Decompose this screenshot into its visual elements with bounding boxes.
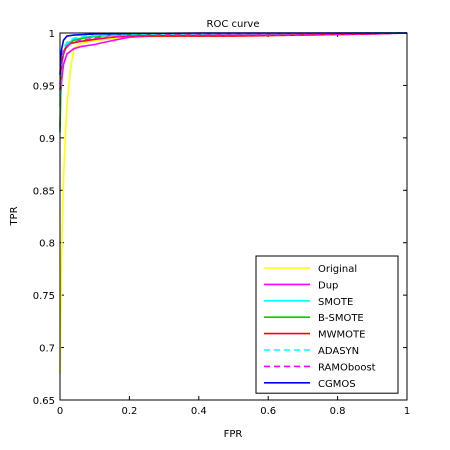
x-tick-label: 0.6 — [260, 406, 276, 417]
legend-label: CGMOS — [318, 379, 356, 390]
y-tick-label: 0.65 — [33, 396, 55, 407]
legend-label: Dup — [318, 280, 338, 291]
legend-label: SMOTE — [318, 297, 353, 308]
x-tick-label: 0.2 — [121, 406, 137, 417]
legend: Original Dup SMOTE B-SMOTE MWMOTE ADASYN RAMOb… — [255, 255, 399, 394]
legend-label: Original — [318, 264, 357, 275]
y-axis-label: TPR — [9, 206, 20, 226]
legend-label: B-SMOTE — [318, 313, 364, 324]
series-line-ramoboost — [59, 32, 408, 86]
chart-title: ROC curve — [207, 19, 260, 30]
x-axis-label: FPR — [224, 429, 243, 440]
x-tick-label: 0 — [57, 406, 63, 417]
x-tick-label: 0.8 — [330, 406, 346, 417]
y-tick-label: 0.8 — [39, 239, 55, 250]
y-tick-label: 0.75 — [33, 291, 55, 302]
y-tick-label: 0.95 — [33, 81, 55, 92]
legend-label: MWMOTE — [318, 330, 365, 341]
x-tick-label: 0.4 — [191, 406, 207, 417]
y-tick-label: 0.7 — [39, 344, 55, 355]
series-layer — [59, 32, 408, 374]
y-tick-label: 0.9 — [39, 134, 55, 145]
x-tick-label: 1 — [404, 406, 410, 417]
y-axis-ticks: 0.65 0.7 0.75 0.8 0.85 0.9 0.95 1 — [33, 29, 407, 407]
legend-label: ADASYN — [318, 346, 359, 357]
y-tick-label: 0.85 — [33, 186, 55, 197]
legend-label: RAMOboost — [318, 362, 376, 373]
y-tick-label: 1 — [49, 29, 55, 40]
plot-frame — [59, 32, 408, 401]
legend-box — [255, 255, 399, 394]
